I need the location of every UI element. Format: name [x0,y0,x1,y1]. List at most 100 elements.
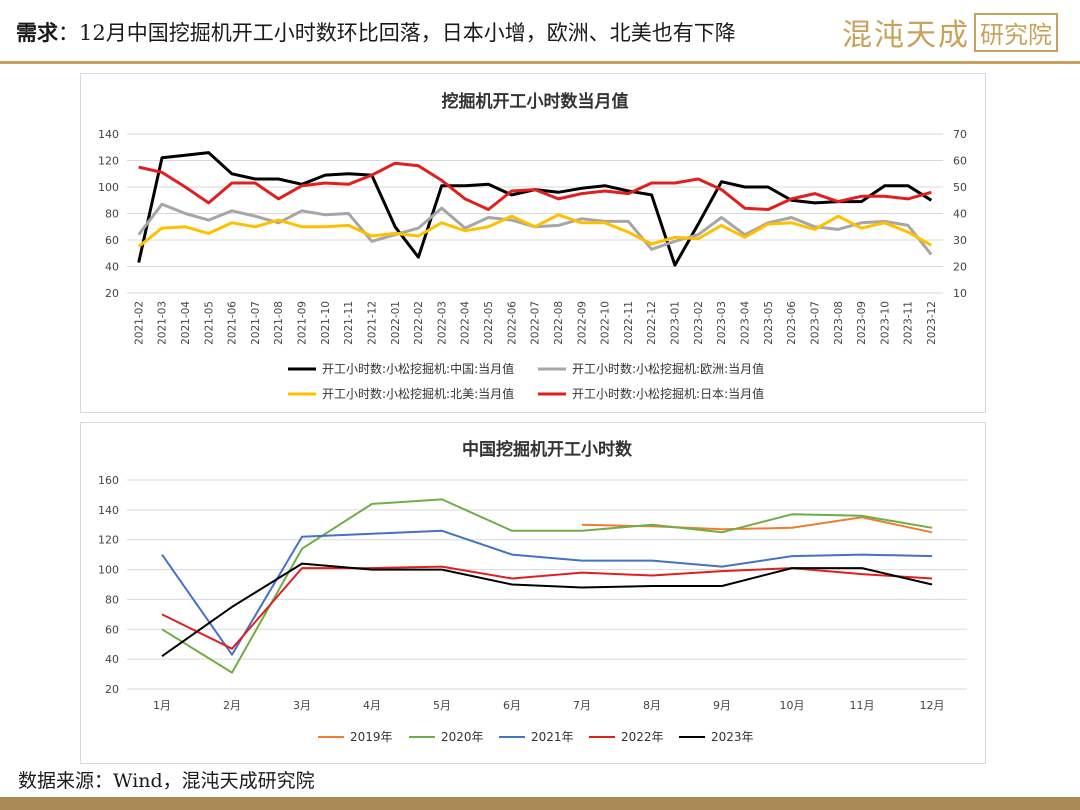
x-tick-label: 2021-12 [366,301,378,345]
legend-label: 开工小时数:小松挖掘机:中国:当月值 [322,361,514,376]
y-tick-label: 20 [105,287,119,300]
page-header: 需求：12月中国挖掘机开工小时数环比回落，日本小增，欧洲、北美也有下降 混沌天成… [0,0,1080,64]
x-tick-label: 2021-09 [297,301,309,345]
x-tick-label: 1月 [153,699,171,712]
y2-tick-label: 60 [953,155,967,168]
x-tick-label: 2023-11 [903,301,915,345]
data-source: 数据来源：Wind，混沌天成研究院 [18,770,315,792]
x-tick-label: 2023-12 [926,301,938,345]
x-tick-label: 2023-01 [670,301,682,345]
chart-panel-china: 中国挖掘机开工小时数 20 40 60 80 100 120 140 160 1月 2月 3月 4月 5月… [80,422,986,764]
x-tick-label: 2023-08 [833,301,845,345]
y2-tick-label: 10 [953,287,967,300]
y-tick-label: 80 [105,593,119,606]
line-series-3 [138,161,932,211]
x-tick-label: 2023-03 [716,301,728,345]
y-tick-label: 120 [98,534,119,547]
x-tick-label: 2021-06 [227,301,239,345]
x-tick-label: 2021-11 [343,301,355,345]
y-tick-label: 80 [105,208,119,221]
y2-tick-label: 70 [953,128,967,141]
x-tick-label: 2023-09 [856,301,868,345]
x-tick-label: 2022-02 [413,301,425,345]
title-label: 需求 [16,20,58,45]
chart-title: 挖掘机开工小时数当月值 [442,91,629,112]
line-series-2 [137,213,933,248]
x-tick-label: 2021-03 [157,301,169,345]
x-tick-label: 12月 [920,699,945,712]
y2-tick-label: 30 [953,234,967,247]
x-tick-label: 2023-05 [763,301,775,345]
x-tick-label: 2022-08 [553,301,565,345]
x-tick-label: 2022-05 [483,301,495,345]
x-tick-label: 2022-03 [436,301,448,345]
chart-title: 中国挖掘机开工小时数 [462,439,633,460]
header-rule [0,61,1080,64]
line-series-0 [137,151,933,267]
y-tick-label: 140 [98,504,119,517]
chart-monthly-hours: 挖掘机开工小时数当月值 20 40 60 80 100 120 140 10 20 30 40 50 60… [98,91,967,401]
x-tick-label: 11月 [850,699,875,712]
legend-label: 2020年 [441,730,484,744]
legend-label: 2021年 [531,730,574,744]
legend-label: 2019年 [350,730,393,744]
title-text: 12月中国挖掘机开工小时数环比回落，日本小增，欧洲、北美也有下降 [79,21,736,45]
y-tick-label: 100 [98,181,119,194]
x-tick-label: 9月 [713,699,731,712]
x-tick-label: 2月 [223,699,241,712]
x-tick-label: 7月 [573,699,591,712]
legend-label: 开工小时数:小松挖掘机:北美:当月值 [322,386,514,401]
x-tick-label: 2022-04 [460,301,472,345]
x-tick-label: 2023-06 [786,301,798,345]
line-series-4 [161,562,933,658]
x-tick-label: 2022-11 [623,301,635,345]
legend-label: 开工小时数:小松挖掘机:日本:当月值 [572,386,764,401]
footer-bar [0,797,1080,810]
y2-tick-label: 40 [953,208,967,221]
x-tick-label: 8月 [643,699,661,712]
x-tick-label: 2021-10 [320,301,332,345]
x-tick-label: 2021-08 [273,301,285,345]
y-tick-label: 60 [105,234,119,247]
line-series-1 [161,498,933,674]
chart-panel-monthly: 挖掘机开工小时数当月值 20 40 60 80 100 120 140 10 20 30 40 50 60… [80,73,986,413]
x-tick-label: 2021-04 [180,301,192,345]
x-tick-label: 2023-04 [740,301,752,345]
brand-logo: 混沌天成 研究院 [842,10,1058,54]
x-tick-label: 3月 [293,699,311,712]
y-tick-label: 120 [98,155,119,168]
x-tick-label: 5月 [433,699,451,712]
y-tick-label: 40 [105,261,119,274]
y-tick-label: 100 [98,564,119,577]
x-tick-label: 2022-12 [646,301,658,345]
line-series-2 [161,529,933,656]
y2-tick-label: 20 [953,261,967,274]
x-tick-label: 2022-06 [506,301,518,345]
title-separator: ： [58,21,79,45]
brand-name: 混沌天成 [842,18,970,53]
y-tick-label: 20 [105,683,119,696]
x-tick-label: 2023-02 [693,301,705,345]
y-tick-label: 160 [98,474,119,487]
chart-china-hours: 中国挖掘机开工小时数 20 40 60 80 100 120 140 160 1月 2月 3月 4月 5月… [98,439,967,744]
x-tick-label: 2022-10 [600,301,612,345]
x-tick-label: 10月 [780,699,805,712]
x-tick-label: 2021-07 [250,301,262,345]
x-tick-label: 2021-02 [133,301,145,345]
y-tick-label: 140 [98,128,119,141]
legend-label: 2023年 [711,730,754,744]
legend-label: 2022年 [621,730,664,744]
y-tick-label: 60 [105,623,119,636]
y-tick-label: 40 [105,653,119,666]
legend-label: 开工小时数:小松挖掘机:欧洲:当月值 [572,361,764,376]
x-tick-label: 2022-01 [390,301,402,345]
x-tick-label: 2021-05 [203,301,215,345]
page-title: 需求：12月中国挖掘机开工小时数环比回落，日本小增，欧洲、北美也有下降 [16,17,736,47]
x-tick-label: 2023-07 [809,301,821,345]
x-tick-label: 6月 [503,699,521,712]
brand-seal: 研究院 [974,12,1058,52]
x-tick-label: 2022-07 [530,301,542,345]
x-tick-label: 4月 [363,699,381,712]
x-tick-label: 2023-10 [879,301,891,345]
x-tick-label: 2022-09 [576,301,588,345]
